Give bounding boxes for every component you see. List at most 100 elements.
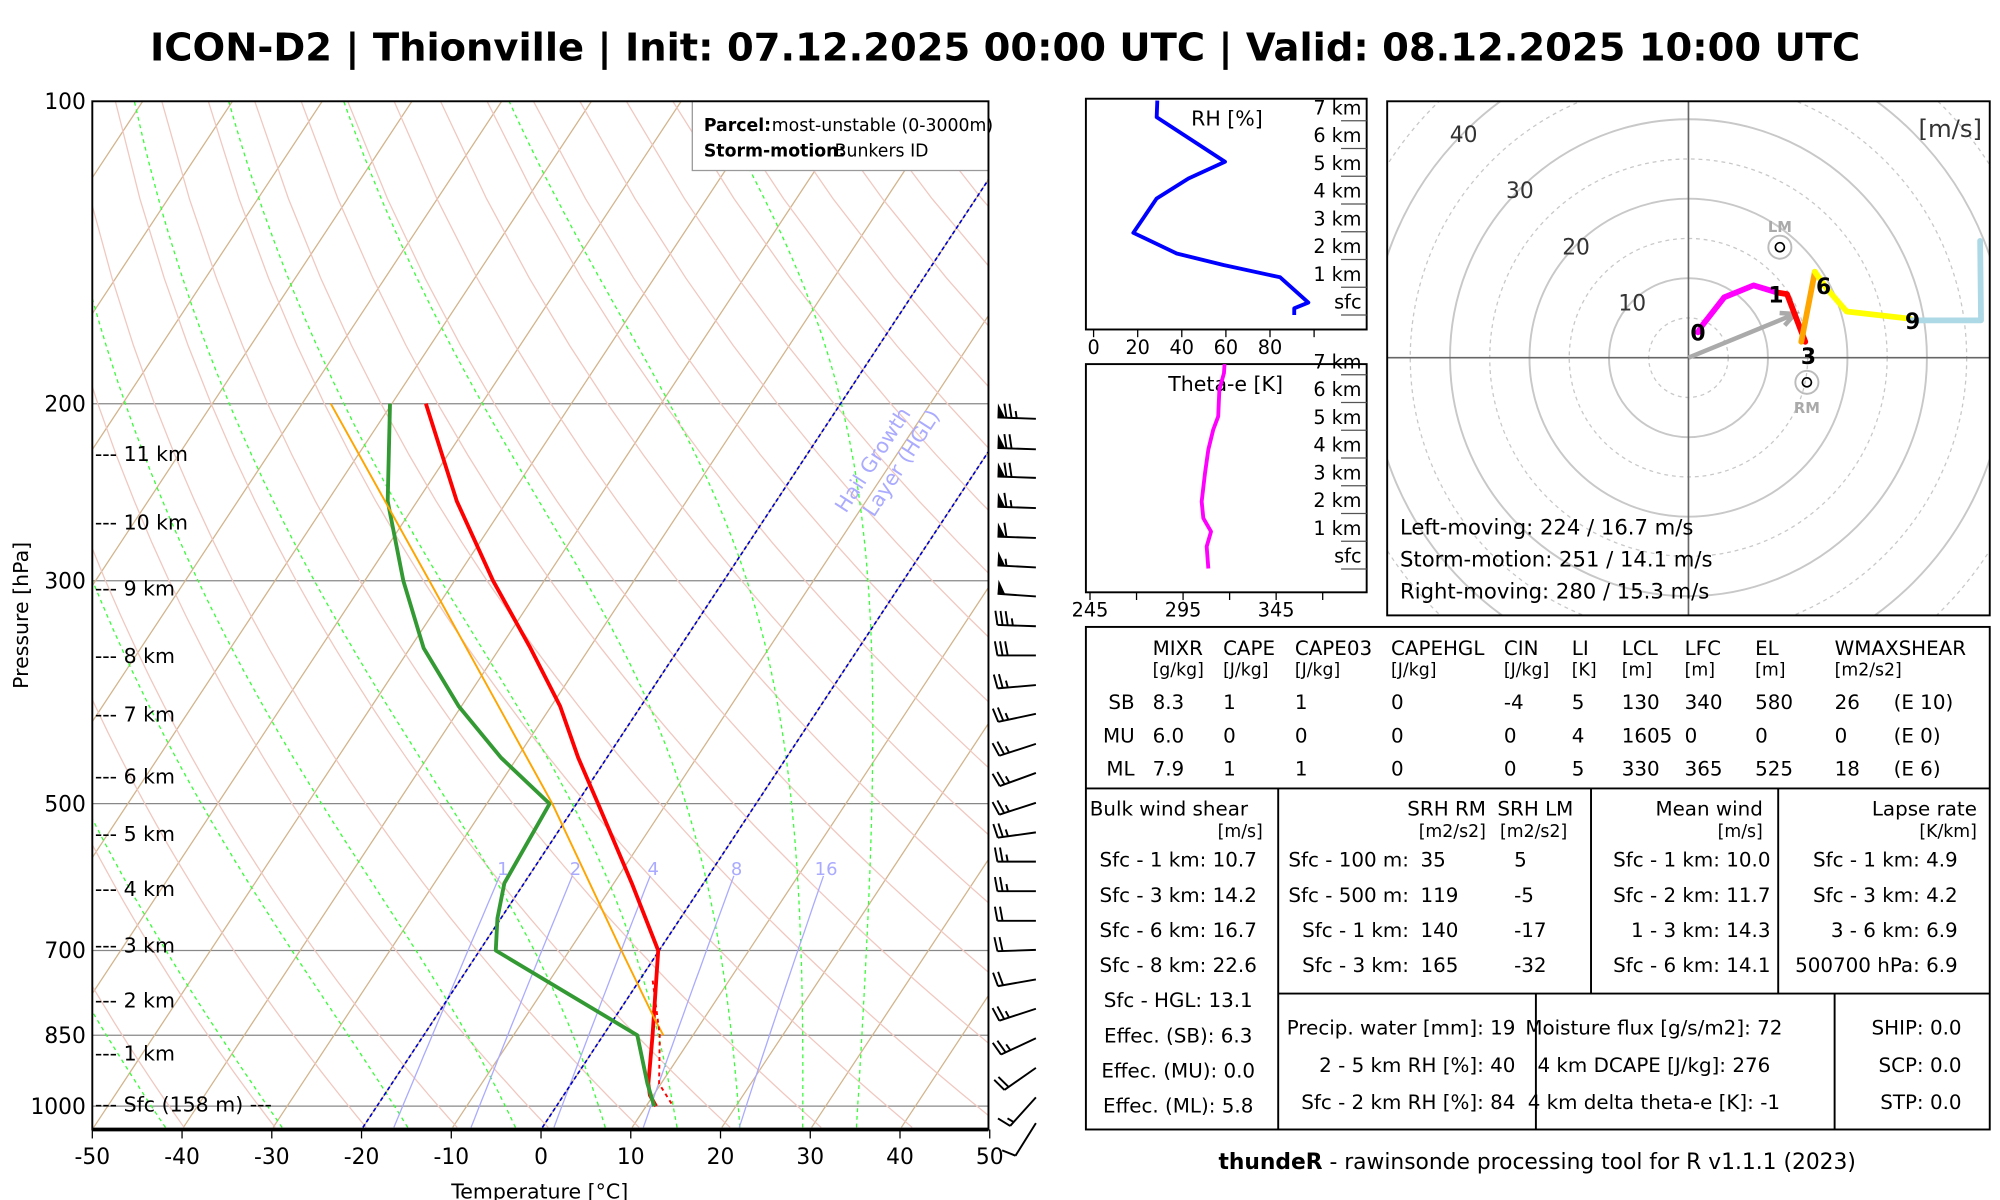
bulk-shear-row: Sfc - 8 km: 22.6 xyxy=(1100,954,1257,977)
legend-parcel-value: most-unstable (0-3000m) xyxy=(772,116,993,136)
table-cell: 0 xyxy=(1835,724,1848,747)
moist-adiabat-line xyxy=(92,296,517,1128)
bulk-shear-row-value: 22.6 xyxy=(1213,954,1257,977)
composite-index-row-value: 0.0 xyxy=(1930,1017,1962,1040)
column-unit: [m] xyxy=(1685,661,1715,681)
wind-barb xyxy=(997,1096,1037,1127)
mixing-ratio-line xyxy=(553,875,651,1128)
composite-index-row-value: 0.0 xyxy=(1930,1054,1962,1077)
barb-full xyxy=(992,674,999,689)
bulk-shear-row: Effec. (SB): 6.3 xyxy=(1104,1024,1252,1047)
bulk-shear-row-value: 10.7 xyxy=(1213,849,1257,872)
bulk-shear-row-label: Effec. (SB): xyxy=(1104,1024,1221,1047)
barb-pennant xyxy=(997,462,1006,477)
lapse-rate-row: Sfc - 1 km: 4.9 xyxy=(1813,849,1958,872)
row-label: ML xyxy=(1106,758,1134,781)
table-cell: 6.0 xyxy=(1153,724,1185,747)
isotherm-line xyxy=(92,101,503,723)
table-cell: 0 xyxy=(1391,758,1404,781)
isotherm-line xyxy=(541,450,989,1128)
legend: Parcel: most-unstable (0-3000m) Storm-moti… xyxy=(691,100,993,172)
lapse-rate-row-label: Sfc - 3 km: xyxy=(1813,884,1926,907)
table-cell: 1 xyxy=(1295,758,1308,781)
ring-label: 10 xyxy=(1618,291,1646,316)
barb-half xyxy=(1005,883,1009,892)
dry-adiabat-line xyxy=(92,546,458,1128)
barb-full xyxy=(991,742,1001,757)
hodograph-segment xyxy=(1811,268,1914,322)
section-unit: [m/s] xyxy=(1218,822,1263,842)
srh-rm-value: 35 xyxy=(1421,849,1446,872)
barb-full xyxy=(997,971,1004,986)
wind-barb xyxy=(997,403,1036,420)
barb-full xyxy=(1004,610,1009,626)
moisture-row: Precip. water [mm]: 19 xyxy=(1287,1017,1516,1040)
x-tick-label: -50 xyxy=(75,1145,111,1170)
mean-wind-row-value: 14.3 xyxy=(1726,919,1770,942)
height-tick-label: 6 km xyxy=(1313,378,1361,401)
legend-storm-value: Bunkers ID xyxy=(835,141,929,161)
column-header: EL xyxy=(1755,637,1779,660)
barb-full xyxy=(996,707,1005,722)
table-cell: 340 xyxy=(1685,691,1723,714)
right_mover-dot xyxy=(1801,377,1813,388)
table-cell: 1 xyxy=(1223,691,1236,714)
srh-lm-value: 5 xyxy=(1514,849,1527,872)
parcel-profile xyxy=(329,403,665,1036)
bulk-shear-row-value: 6.3 xyxy=(1221,1024,1253,1047)
lapse-rate-row-value: 6.9 xyxy=(1926,954,1958,977)
hodograph-segment xyxy=(1907,238,1984,324)
height-tick-label: 5 km xyxy=(1313,152,1361,175)
moist-adiabat-line xyxy=(508,101,804,1128)
x-tick-label: 40 xyxy=(1170,336,1194,359)
table-cell: 525 xyxy=(1755,758,1793,781)
moisture-row-label: Sfc - 2 km RH [%]: xyxy=(1301,1091,1490,1114)
barb-pennant xyxy=(997,579,1006,595)
right_mover-marker xyxy=(1794,369,1820,395)
srh-row-label: Sfc - 3 km: xyxy=(1302,954,1409,977)
column-unit: [K] xyxy=(1572,661,1597,681)
storm-motion-arrow xyxy=(1687,311,1796,360)
x-tick-label: 0 xyxy=(1087,336,1099,359)
table-cell: 330 xyxy=(1622,758,1660,781)
left_mover-label: LM xyxy=(1768,219,1792,236)
height-label: --- 11 km xyxy=(95,442,188,466)
dry-adiabat-line xyxy=(347,101,989,974)
barb-full xyxy=(1003,492,1008,508)
height-tick-label: 3 km xyxy=(1313,461,1361,484)
srh-row-label: Sfc - 100 m: xyxy=(1288,849,1409,872)
hodograph-segment xyxy=(1695,282,1781,336)
barb-full xyxy=(993,641,999,656)
x-tick-label: -10 xyxy=(433,1145,469,1170)
lapse-rate-row-label: Sfc - 1 km: xyxy=(1813,849,1926,872)
isotherm-line xyxy=(92,101,323,451)
lapse-rate-row-value: 6.9 xyxy=(1926,919,1958,942)
mean-wind-row: Sfc - 1 km: 10.0 xyxy=(1613,849,1770,872)
srh-lm-value: -5 xyxy=(1514,884,1534,907)
table-cell: 130 xyxy=(1622,691,1660,714)
table-cell: 0 xyxy=(1504,758,1517,781)
right_mover-label: RM xyxy=(1794,400,1820,417)
x-tick-label: 50 xyxy=(976,1145,1004,1170)
barb-full xyxy=(1003,462,1008,477)
isotherm-line xyxy=(92,101,233,315)
height-tick-label: sfc xyxy=(1334,545,1361,568)
bulk-shear-row-label: Effec. (ML): xyxy=(1103,1095,1222,1118)
barb-full xyxy=(991,801,1001,816)
bulk-shear-row: Effec. (MU): 0.0 xyxy=(1101,1059,1255,1082)
x-tick-label: -20 xyxy=(344,1145,380,1170)
barb-full xyxy=(1003,522,1008,538)
flux-row: Moisture flux [g/s/m2]: 72 xyxy=(1525,1017,1782,1040)
barb-half xyxy=(1004,804,1010,812)
moisture-row-value: 19 xyxy=(1490,1017,1515,1040)
mean-wind-row-value: 10.0 xyxy=(1726,849,1770,872)
barb-full xyxy=(998,936,1004,952)
barb-full xyxy=(993,937,999,952)
storm-motion-summary: Left-moving: 224 / 16.7 m/s xyxy=(1400,515,1693,540)
moisture-row-label: 2 - 5 km RH [%]: xyxy=(1319,1054,1490,1077)
column-header: MIXR xyxy=(1153,637,1204,660)
height-label: --- 9 km xyxy=(95,577,175,601)
barb-pennant xyxy=(997,492,1006,508)
